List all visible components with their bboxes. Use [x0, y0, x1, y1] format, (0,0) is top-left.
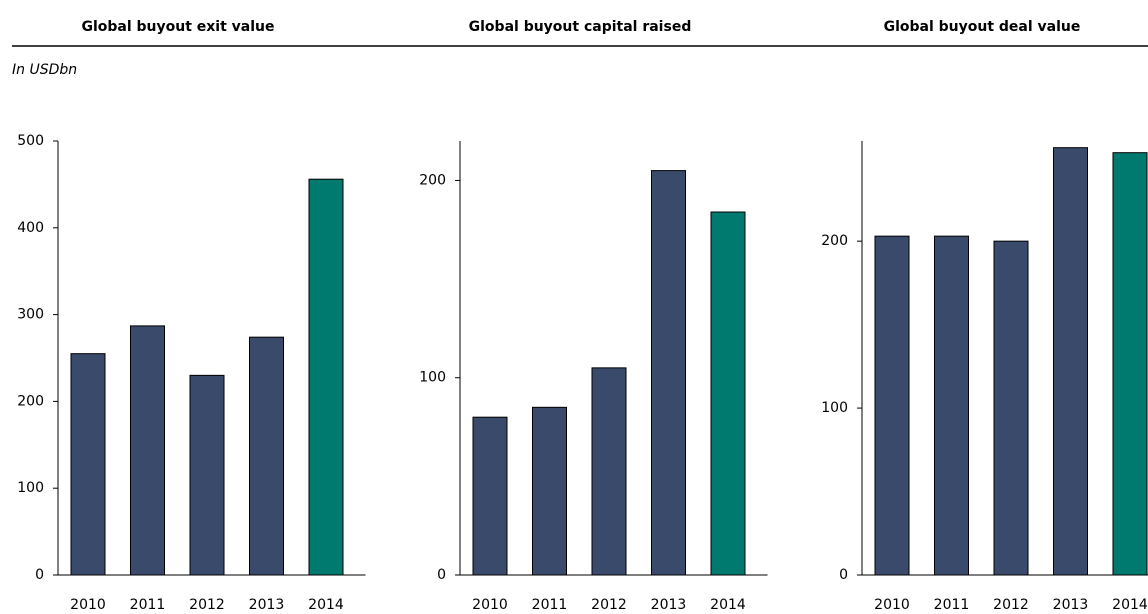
- y-tick-label: 100: [419, 370, 446, 386]
- x-tick-label: 2010: [472, 597, 508, 613]
- bar: [70, 353, 106, 576]
- y-tick-label: 0: [437, 567, 446, 583]
- x-tick-label: 2013: [1053, 597, 1089, 613]
- x-tick-label: 2012: [591, 597, 627, 613]
- chart-title: Global buyout exit value: [81, 19, 274, 35]
- bar: [710, 211, 746, 576]
- bar: [993, 240, 1029, 576]
- y-tick-label: 100: [17, 480, 44, 496]
- bar: [532, 406, 567, 576]
- bar: [308, 178, 344, 576]
- y-tick-label: 0: [35, 567, 44, 583]
- x-tick-label: 2014: [1112, 597, 1148, 613]
- bar: [472, 416, 508, 576]
- x-tick-label: 2013: [249, 597, 285, 613]
- x-tick-label: 2013: [651, 597, 687, 613]
- bar: [651, 170, 686, 576]
- x-tick-label: 2011: [934, 597, 970, 613]
- x-tick-label: 2012: [993, 597, 1029, 613]
- x-tick-label: 2011: [130, 597, 166, 613]
- y-tick-label: 300: [17, 307, 44, 323]
- y-tick-label: 400: [17, 220, 44, 236]
- y-tick-label: 200: [821, 233, 848, 249]
- y-tick-label: 0: [839, 567, 848, 583]
- bar: [249, 336, 284, 576]
- bar: [934, 235, 969, 576]
- bar: [591, 367, 627, 576]
- bar: [130, 325, 165, 576]
- x-tick-label: 2014: [710, 597, 746, 613]
- y-tick-label: 500: [17, 133, 44, 149]
- bar: [189, 374, 225, 576]
- chart-title: Global buyout capital raised: [469, 19, 692, 35]
- x-tick-label: 2011: [532, 597, 568, 613]
- y-tick-label: 100: [821, 400, 848, 416]
- subtitle: In USDbn: [12, 62, 77, 78]
- x-tick-label: 2010: [874, 597, 910, 613]
- chart-title: Global buyout deal value: [884, 19, 1081, 35]
- y-tick-label: 200: [17, 393, 44, 409]
- x-tick-label: 2010: [70, 597, 106, 613]
- x-tick-label: 2012: [189, 597, 225, 613]
- x-tick-label: 2014: [308, 597, 344, 613]
- bar: [1112, 152, 1148, 576]
- bar: [874, 235, 910, 576]
- y-tick-label: 200: [419, 172, 446, 188]
- bar: [1053, 147, 1088, 576]
